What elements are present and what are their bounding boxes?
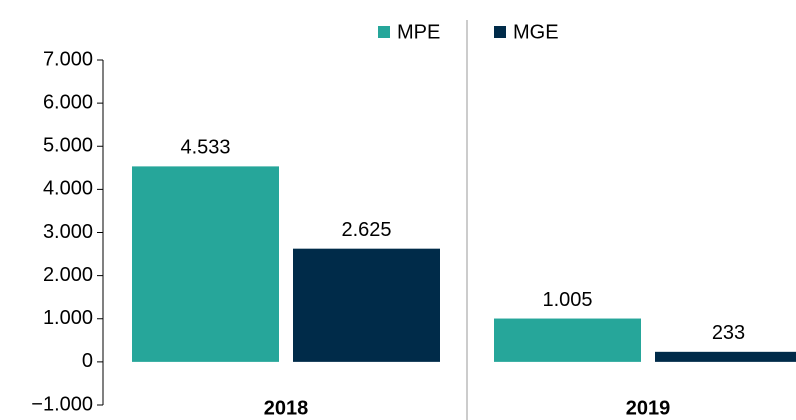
value-label: 233 bbox=[712, 322, 745, 344]
bar bbox=[655, 351, 796, 362]
y-tick-label: −1.000 bbox=[31, 393, 93, 415]
value-label: 2.625 bbox=[341, 219, 391, 241]
legend-label: MPE bbox=[397, 21, 440, 43]
y-tick-label: 2.000 bbox=[43, 264, 93, 286]
y-tick-label: 4.000 bbox=[43, 178, 93, 200]
bar bbox=[293, 248, 440, 362]
y-tick-label: 6.000 bbox=[43, 91, 93, 113]
value-label: 1.005 bbox=[542, 289, 592, 311]
x-tick-label: 2019 bbox=[626, 397, 671, 419]
legend-swatch bbox=[378, 26, 390, 38]
y-tick-label: 7.000 bbox=[43, 48, 93, 70]
y-tick-label: 0 bbox=[82, 350, 93, 372]
y-tick-label: 3.000 bbox=[43, 221, 93, 243]
y-tick-label: 5.000 bbox=[43, 135, 93, 157]
x-tick-label: 2018 bbox=[264, 397, 309, 419]
value-label: 4.533 bbox=[180, 137, 230, 159]
bar bbox=[494, 318, 641, 362]
legend-swatch bbox=[494, 26, 506, 38]
bar bbox=[132, 166, 279, 362]
y-tick-label: 1.000 bbox=[43, 307, 93, 329]
legend-label: MGE bbox=[513, 21, 559, 43]
